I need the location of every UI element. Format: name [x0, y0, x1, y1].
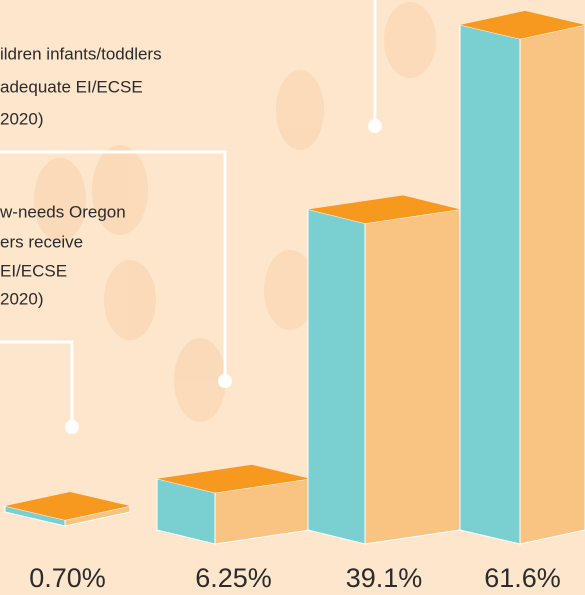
annotation-line: 2020)	[0, 289, 43, 308]
annotation-line: EI/ECSE	[0, 261, 67, 280]
annotation-line: adequate EI/ECSE	[0, 77, 143, 96]
bar-side	[520, 25, 585, 544]
bar-front	[308, 209, 365, 544]
value-label: 6.25%	[195, 563, 272, 593]
annotation-line: ers receive	[0, 232, 83, 251]
value-label: 39.1%	[346, 563, 423, 593]
annotation-line: w-needs Oregon	[0, 202, 126, 221]
annotation-line: ildren infants/toddlers	[0, 44, 162, 63]
value-label: 61.6%	[484, 563, 561, 593]
chart: ildren infants/toddlers adequate EI/ECSE 2…	[0, 0, 585, 595]
bar-side	[365, 209, 460, 544]
bar-front	[460, 25, 520, 544]
annotation-line: 2020)	[0, 109, 43, 128]
value-label: 0.70%	[29, 563, 106, 593]
